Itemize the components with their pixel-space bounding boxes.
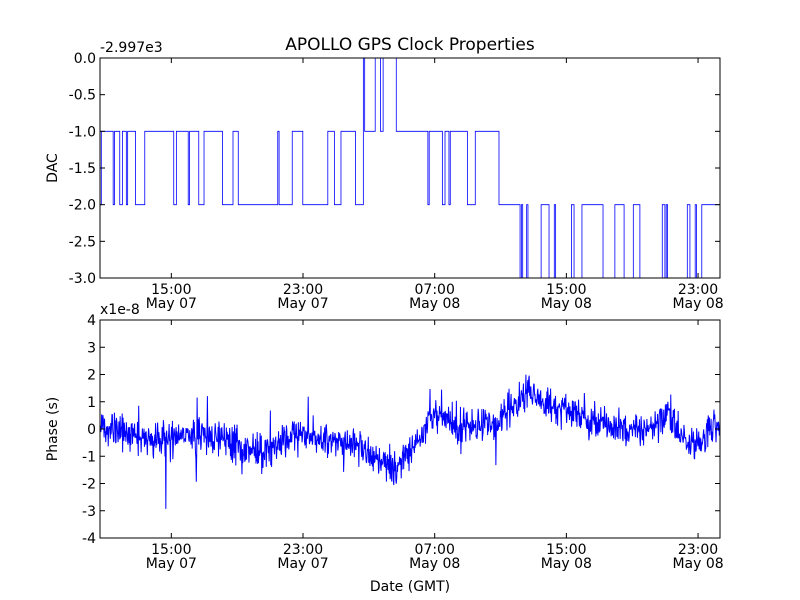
phase-ytick-label: 0 [87,422,96,438]
dac-ytick-label: -2.5 [69,234,96,250]
dac-ytick-label: -1.0 [69,124,96,140]
phase-xtick-time: 23:00 [678,542,718,558]
phase-ytick-label: -3 [82,504,96,520]
dac-xtick-time: 15:00 [546,282,586,298]
dac-xtick-time: 15:00 [151,282,191,298]
dac-ytick-label: -3.0 [69,271,96,287]
dac-ytick-label: -1.5 [69,161,96,177]
phase-xtick-time: 15:00 [151,542,191,558]
phase-ytick-label: 2 [87,368,96,384]
phase-ytick-label: -1 [82,449,96,465]
dac-plot-frame [99,57,721,279]
phase-ytick-label: 3 [87,340,96,356]
phase-xtick-date: May 08 [409,556,460,572]
phase-xtick-time: 07:00 [415,542,455,558]
dac-xtick-date: May 08 [541,296,592,312]
dac-offset-text: -2.997e3 [100,40,163,56]
dac-series-line [100,58,719,278]
phase-xtick-time: 15:00 [546,542,586,558]
dac-xtick-time: 07:00 [415,282,455,298]
phase-ytick-label: -4 [82,531,96,547]
phase-offset-text: x1e-8 [100,302,140,318]
phase-y-axis-label: Phase (s) [45,397,61,461]
dac-y-axis-label: DAC [45,153,61,183]
dac-ytick-label: 0.0 [74,51,96,67]
dac-xtick-date: May 08 [672,296,723,312]
phase-ytick-label: -2 [82,477,96,493]
phase-ytick-label: 4 [87,313,96,329]
chart-title: APOLLO GPS Clock Properties [285,35,535,55]
phase-xtick-date: May 08 [541,556,592,572]
dac-ytick-label: -2.0 [69,198,96,214]
phase-xtick-date: May 07 [146,556,197,572]
dac-xtick-time: 23:00 [678,282,718,298]
phase-xtick-time: 23:00 [283,542,323,558]
phase-xtick-date: May 08 [672,556,723,572]
x-axis-label: Date (GMT) [370,579,450,595]
dac-xtick-date: May 08 [409,296,460,312]
dac-xtick-date: May 07 [146,296,197,312]
dac-ytick-label: -0.5 [69,88,96,104]
phase-ytick-label: 1 [87,395,96,411]
dac-xtick-date: May 07 [277,296,328,312]
dac-xtick-time: 23:00 [283,282,323,298]
phase-xtick-date: May 07 [277,556,328,572]
phase-series-line [100,374,720,509]
